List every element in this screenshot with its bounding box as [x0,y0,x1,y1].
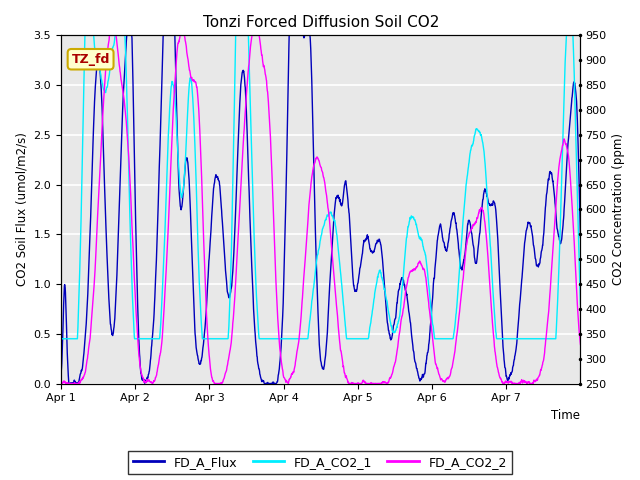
Text: TZ_fd: TZ_fd [72,53,110,66]
Legend: FD_A_Flux, FD_A_CO2_1, FD_A_CO2_2: FD_A_Flux, FD_A_CO2_1, FD_A_CO2_2 [128,451,512,474]
Title: Tonzi Forced Diffusion Soil CO2: Tonzi Forced Diffusion Soil CO2 [202,15,439,30]
Y-axis label: CO2 Concentration (ppm): CO2 Concentration (ppm) [612,133,625,286]
X-axis label: Time: Time [552,409,580,422]
Y-axis label: CO2 Soil Flux (umol/m2/s): CO2 Soil Flux (umol/m2/s) [15,132,28,287]
